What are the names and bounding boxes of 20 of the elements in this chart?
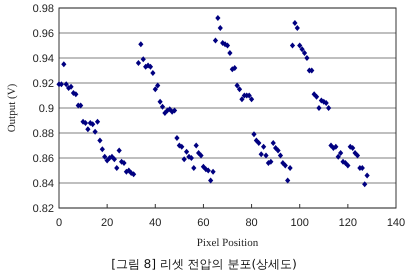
y-tick-label: 0.82 xyxy=(32,203,54,215)
x-tick-label: 20 xyxy=(101,217,114,229)
y-tick-label: 0.92 xyxy=(32,78,54,90)
text: [그림 8] 리셋 전압의 분포(상세도) xyxy=(111,257,297,271)
x-tick-label: 120 xyxy=(338,217,358,229)
y-tick-label: 0.88 xyxy=(32,128,54,140)
y-tick-label: 0.96 xyxy=(32,28,54,40)
y-axis-title: Output (V) xyxy=(6,83,18,132)
y-tick-label: 0.86 xyxy=(32,153,54,165)
x-axis-title: Pixel Position xyxy=(196,237,259,249)
y-tick-label: 0.84 xyxy=(32,178,54,190)
y-tick-label: 0.9 xyxy=(38,103,54,115)
x-tick-label: 80 xyxy=(245,217,258,229)
y-tick-label: 0.94 xyxy=(32,53,54,65)
x-tick-label: 140 xyxy=(386,217,406,229)
x-tick-label: 60 xyxy=(197,217,210,229)
x-tick-label: 100 xyxy=(290,217,309,229)
x-tick-label: 40 xyxy=(149,217,162,229)
x-tick-label: 0 xyxy=(56,217,62,229)
y-tick-label: 0.98 xyxy=(32,3,54,15)
